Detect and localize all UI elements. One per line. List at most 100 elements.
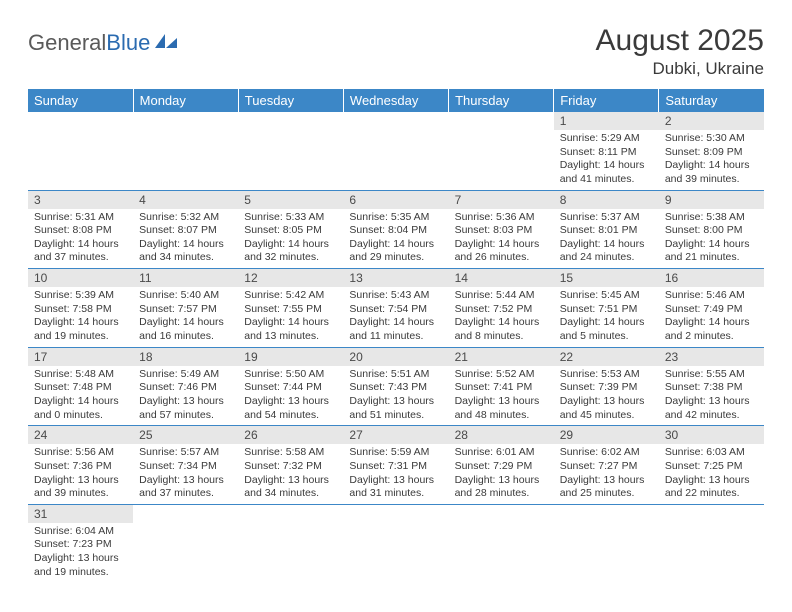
day-details: Sunrise: 5:52 AMSunset: 7:41 PMDaylight:… bbox=[449, 366, 554, 426]
day-number: 24 bbox=[28, 426, 133, 444]
logo-sail-icon bbox=[153, 30, 179, 56]
day-number: 4 bbox=[133, 191, 238, 209]
calendar-cell: 17Sunrise: 5:48 AMSunset: 7:48 PMDayligh… bbox=[28, 347, 133, 426]
calendar-header-row: SundayMondayTuesdayWednesdayThursdayFrid… bbox=[28, 89, 764, 112]
calendar-cell: 24Sunrise: 5:56 AMSunset: 7:36 PMDayligh… bbox=[28, 426, 133, 505]
calendar-cell: 5Sunrise: 5:33 AMSunset: 8:05 PMDaylight… bbox=[238, 190, 343, 269]
day-number: 10 bbox=[28, 269, 133, 287]
day-number: 7 bbox=[449, 191, 554, 209]
calendar-cell: 1Sunrise: 5:29 AMSunset: 8:11 PMDaylight… bbox=[554, 112, 659, 190]
calendar-week-row: 3Sunrise: 5:31 AMSunset: 8:08 PMDaylight… bbox=[28, 190, 764, 269]
day-details: Sunrise: 5:45 AMSunset: 7:51 PMDaylight:… bbox=[554, 287, 659, 347]
day-number: 17 bbox=[28, 348, 133, 366]
day-number: 1 bbox=[554, 112, 659, 130]
day-details: Sunrise: 5:55 AMSunset: 7:38 PMDaylight:… bbox=[659, 366, 764, 426]
day-details: Sunrise: 5:31 AMSunset: 8:08 PMDaylight:… bbox=[28, 209, 133, 269]
calendar-cell: 25Sunrise: 5:57 AMSunset: 7:34 PMDayligh… bbox=[133, 426, 238, 505]
calendar-cell: 7Sunrise: 5:36 AMSunset: 8:03 PMDaylight… bbox=[449, 190, 554, 269]
day-number: 6 bbox=[343, 191, 448, 209]
calendar-week-row: 17Sunrise: 5:48 AMSunset: 7:48 PMDayligh… bbox=[28, 347, 764, 426]
header: GeneralBlue August 2025 Dubki, Ukraine bbox=[28, 24, 764, 79]
calendar-cell bbox=[449, 112, 554, 190]
day-details: Sunrise: 5:56 AMSunset: 7:36 PMDaylight:… bbox=[28, 444, 133, 504]
day-details: Sunrise: 5:57 AMSunset: 7:34 PMDaylight:… bbox=[133, 444, 238, 504]
day-number: 22 bbox=[554, 348, 659, 366]
calendar-cell bbox=[133, 504, 238, 582]
calendar-cell: 12Sunrise: 5:42 AMSunset: 7:55 PMDayligh… bbox=[238, 269, 343, 348]
day-details: Sunrise: 5:42 AMSunset: 7:55 PMDaylight:… bbox=[238, 287, 343, 347]
calendar-cell: 3Sunrise: 5:31 AMSunset: 8:08 PMDaylight… bbox=[28, 190, 133, 269]
day-header: Friday bbox=[554, 89, 659, 112]
logo-text-general: General bbox=[28, 30, 106, 56]
day-details: Sunrise: 5:37 AMSunset: 8:01 PMDaylight:… bbox=[554, 209, 659, 269]
day-details: Sunrise: 6:01 AMSunset: 7:29 PMDaylight:… bbox=[449, 444, 554, 504]
calendar-cell bbox=[133, 112, 238, 190]
calendar-cell bbox=[343, 504, 448, 582]
calendar-cell: 14Sunrise: 5:44 AMSunset: 7:52 PMDayligh… bbox=[449, 269, 554, 348]
calendar-week-row: 31Sunrise: 6:04 AMSunset: 7:23 PMDayligh… bbox=[28, 504, 764, 582]
day-details: Sunrise: 5:29 AMSunset: 8:11 PMDaylight:… bbox=[554, 130, 659, 190]
day-number: 21 bbox=[449, 348, 554, 366]
day-header: Wednesday bbox=[343, 89, 448, 112]
day-number: 20 bbox=[343, 348, 448, 366]
calendar-week-row: 1Sunrise: 5:29 AMSunset: 8:11 PMDaylight… bbox=[28, 112, 764, 190]
day-details: Sunrise: 5:51 AMSunset: 7:43 PMDaylight:… bbox=[343, 366, 448, 426]
calendar-cell: 13Sunrise: 5:43 AMSunset: 7:54 PMDayligh… bbox=[343, 269, 448, 348]
calendar-cell bbox=[28, 112, 133, 190]
day-details: Sunrise: 5:36 AMSunset: 8:03 PMDaylight:… bbox=[449, 209, 554, 269]
calendar-week-row: 24Sunrise: 5:56 AMSunset: 7:36 PMDayligh… bbox=[28, 426, 764, 505]
day-number: 11 bbox=[133, 269, 238, 287]
day-header: Saturday bbox=[659, 89, 764, 112]
day-number: 27 bbox=[343, 426, 448, 444]
day-number: 2 bbox=[659, 112, 764, 130]
day-number: 19 bbox=[238, 348, 343, 366]
calendar-cell bbox=[659, 504, 764, 582]
day-details: Sunrise: 5:48 AMSunset: 7:48 PMDaylight:… bbox=[28, 366, 133, 426]
day-number: 16 bbox=[659, 269, 764, 287]
calendar-cell bbox=[449, 504, 554, 582]
day-number: 3 bbox=[28, 191, 133, 209]
day-details: Sunrise: 5:59 AMSunset: 7:31 PMDaylight:… bbox=[343, 444, 448, 504]
day-details: Sunrise: 5:35 AMSunset: 8:04 PMDaylight:… bbox=[343, 209, 448, 269]
day-number: 5 bbox=[238, 191, 343, 209]
day-details: Sunrise: 5:39 AMSunset: 7:58 PMDaylight:… bbox=[28, 287, 133, 347]
day-details: Sunrise: 6:02 AMSunset: 7:27 PMDaylight:… bbox=[554, 444, 659, 504]
calendar-body: 1Sunrise: 5:29 AMSunset: 8:11 PMDaylight… bbox=[28, 112, 764, 582]
calendar-cell: 19Sunrise: 5:50 AMSunset: 7:44 PMDayligh… bbox=[238, 347, 343, 426]
calendar-table: SundayMondayTuesdayWednesdayThursdayFrid… bbox=[28, 89, 764, 582]
day-number: 12 bbox=[238, 269, 343, 287]
day-number: 29 bbox=[554, 426, 659, 444]
day-header: Sunday bbox=[28, 89, 133, 112]
calendar-cell: 10Sunrise: 5:39 AMSunset: 7:58 PMDayligh… bbox=[28, 269, 133, 348]
day-number: 28 bbox=[449, 426, 554, 444]
calendar-cell: 9Sunrise: 5:38 AMSunset: 8:00 PMDaylight… bbox=[659, 190, 764, 269]
day-number: 23 bbox=[659, 348, 764, 366]
calendar-week-row: 10Sunrise: 5:39 AMSunset: 7:58 PMDayligh… bbox=[28, 269, 764, 348]
calendar-cell: 26Sunrise: 5:58 AMSunset: 7:32 PMDayligh… bbox=[238, 426, 343, 505]
calendar-cell: 23Sunrise: 5:55 AMSunset: 7:38 PMDayligh… bbox=[659, 347, 764, 426]
calendar-cell: 15Sunrise: 5:45 AMSunset: 7:51 PMDayligh… bbox=[554, 269, 659, 348]
day-number: 15 bbox=[554, 269, 659, 287]
calendar-cell: 30Sunrise: 6:03 AMSunset: 7:25 PMDayligh… bbox=[659, 426, 764, 505]
day-header: Tuesday bbox=[238, 89, 343, 112]
day-number: 13 bbox=[343, 269, 448, 287]
calendar-cell bbox=[343, 112, 448, 190]
day-number: 18 bbox=[133, 348, 238, 366]
day-details: Sunrise: 5:46 AMSunset: 7:49 PMDaylight:… bbox=[659, 287, 764, 347]
day-header: Thursday bbox=[449, 89, 554, 112]
day-details: Sunrise: 6:04 AMSunset: 7:23 PMDaylight:… bbox=[28, 523, 133, 583]
location: Dubki, Ukraine bbox=[596, 59, 764, 79]
logo-text-blue: Blue bbox=[106, 30, 150, 56]
calendar-cell: 22Sunrise: 5:53 AMSunset: 7:39 PMDayligh… bbox=[554, 347, 659, 426]
day-details: Sunrise: 6:03 AMSunset: 7:25 PMDaylight:… bbox=[659, 444, 764, 504]
day-details: Sunrise: 5:32 AMSunset: 8:07 PMDaylight:… bbox=[133, 209, 238, 269]
calendar-cell: 11Sunrise: 5:40 AMSunset: 7:57 PMDayligh… bbox=[133, 269, 238, 348]
calendar-cell: 28Sunrise: 6:01 AMSunset: 7:29 PMDayligh… bbox=[449, 426, 554, 505]
day-number: 30 bbox=[659, 426, 764, 444]
calendar-cell: 2Sunrise: 5:30 AMSunset: 8:09 PMDaylight… bbox=[659, 112, 764, 190]
calendar-cell: 8Sunrise: 5:37 AMSunset: 8:01 PMDaylight… bbox=[554, 190, 659, 269]
day-details: Sunrise: 5:40 AMSunset: 7:57 PMDaylight:… bbox=[133, 287, 238, 347]
day-details: Sunrise: 5:38 AMSunset: 8:00 PMDaylight:… bbox=[659, 209, 764, 269]
calendar-cell: 4Sunrise: 5:32 AMSunset: 8:07 PMDaylight… bbox=[133, 190, 238, 269]
day-details: Sunrise: 5:50 AMSunset: 7:44 PMDaylight:… bbox=[238, 366, 343, 426]
